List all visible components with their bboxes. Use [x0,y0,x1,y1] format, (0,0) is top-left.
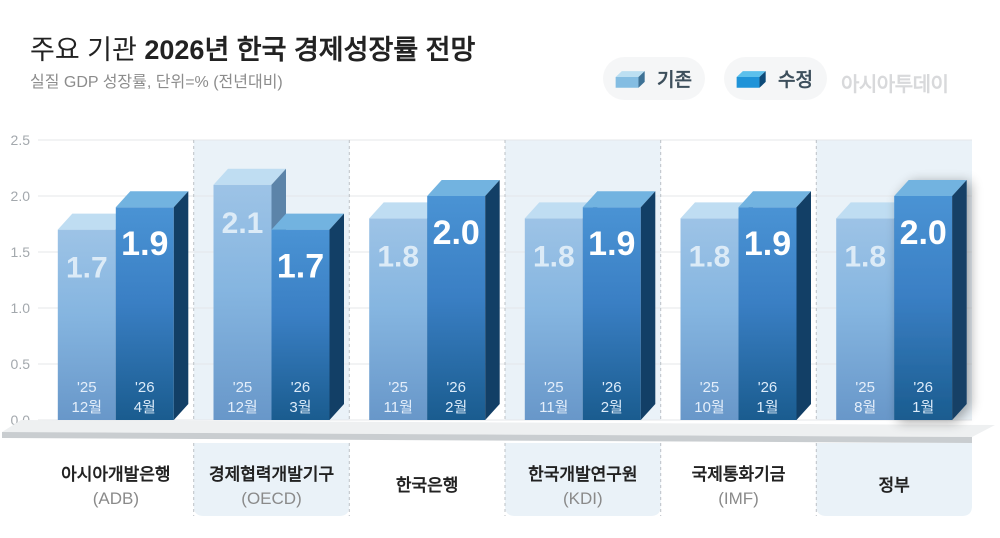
svg-text:'26: '26 [758,379,778,396]
svg-text:3월: 3월 [289,399,311,416]
svg-text:'26: '26 [446,379,466,396]
svg-text:1.5: 1.5 [11,244,31,260]
svg-text:1.9: 1.9 [744,225,791,263]
svg-text:'25: '25 [388,379,408,396]
svg-text:1.9: 1.9 [121,225,168,263]
svg-text:1월: 1월 [756,399,778,416]
svg-text:1.0: 1.0 [11,300,31,316]
svg-text:1.8: 1.8 [689,240,731,273]
svg-text:1.7: 1.7 [66,252,108,285]
svg-text:2월: 2월 [445,399,467,416]
svg-text:'25: '25 [855,379,875,396]
svg-text:10월: 10월 [694,399,725,416]
svg-text:'25: '25 [700,379,720,396]
svg-text:2월: 2월 [601,399,623,416]
svg-text:8월: 8월 [854,399,876,416]
svg-text:'26: '26 [135,379,155,396]
svg-text:11월: 11월 [384,399,413,416]
svg-text:1.8: 1.8 [844,240,886,273]
svg-text:'25: '25 [77,379,97,396]
svg-text:'26: '26 [913,379,933,396]
svg-text:1.8: 1.8 [533,240,575,273]
svg-text:'26: '26 [291,379,311,396]
svg-text:2.0: 2.0 [433,214,480,252]
svg-text:1.9: 1.9 [588,225,635,263]
svg-text:'26: '26 [602,379,622,396]
svg-text:0.5: 0.5 [11,356,31,372]
svg-text:1.7: 1.7 [277,248,324,286]
svg-text:2.0: 2.0 [900,214,947,252]
svg-text:2.5: 2.5 [11,132,31,148]
svg-text:11월: 11월 [539,399,568,416]
svg-text:2.1: 2.1 [222,207,264,240]
svg-text:'25: '25 [233,379,253,396]
svg-text:12월: 12월 [72,399,103,416]
svg-text:'25: '25 [544,379,564,396]
svg-text:1월: 1월 [912,399,934,416]
svg-text:4월: 4월 [134,399,156,416]
svg-text:12월: 12월 [227,399,258,416]
svg-text:1.8: 1.8 [377,240,419,273]
svg-text:2.0: 2.0 [11,188,31,204]
